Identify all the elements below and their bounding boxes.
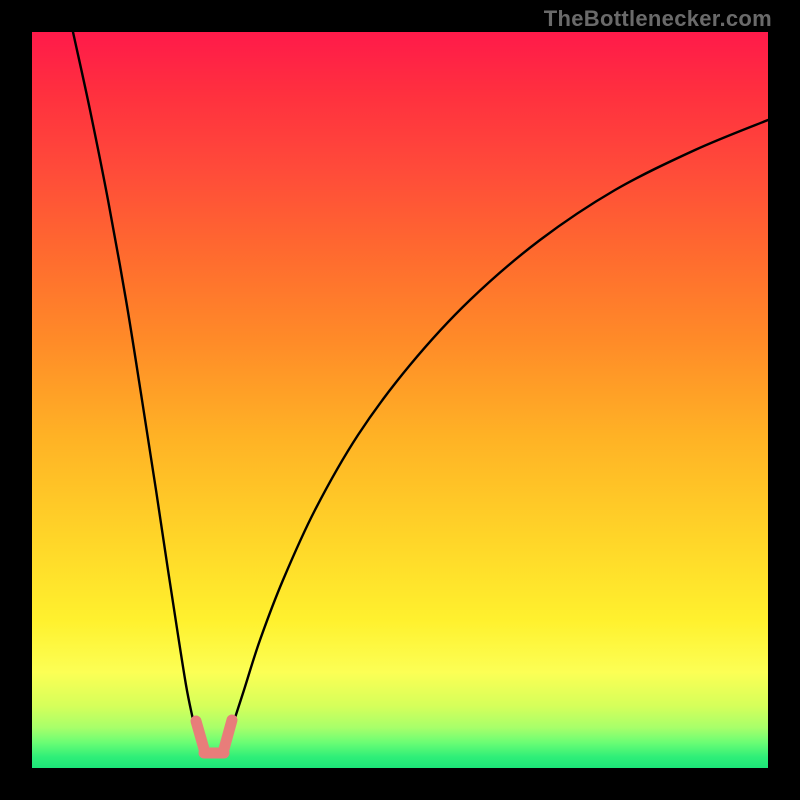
- right-curve: [226, 120, 768, 745]
- watermark-text: TheBottlenecker.com: [544, 6, 772, 32]
- chart-container: TheBottlenecker.com: [0, 0, 800, 800]
- valley-marker-0: [196, 721, 204, 749]
- left-curve: [73, 32, 201, 745]
- valley-marker-2: [224, 720, 232, 749]
- curve-overlay: [0, 0, 800, 800]
